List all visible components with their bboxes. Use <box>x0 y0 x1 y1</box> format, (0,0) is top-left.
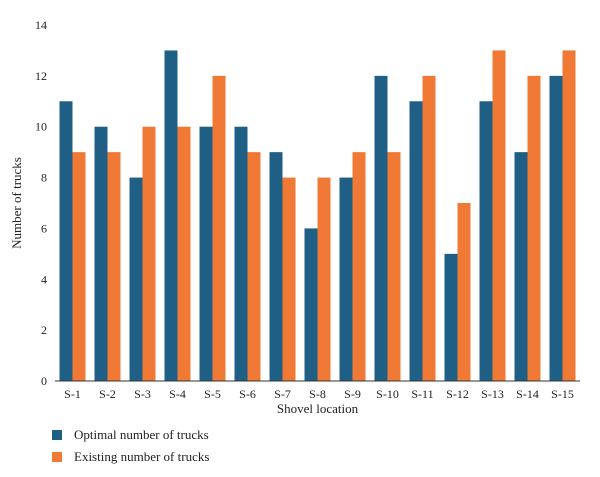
bar-optimal-S-1 <box>59 101 73 382</box>
y-axis-ticks: 0 2 4 6 8 10 12 14 <box>35 18 47 388</box>
y-tick-label: 8 <box>41 171 47 185</box>
bar-optimal-S-7 <box>269 152 283 381</box>
bar-existing-S-9 <box>352 152 366 381</box>
bar-existing-S-15 <box>562 50 576 382</box>
x-tick-label: S-8 <box>309 387 326 401</box>
x-tick-label: S-11 <box>411 387 433 401</box>
legend-item-existing: Existing number of trucks <box>52 446 209 468</box>
bar-existing-S-14 <box>527 75 541 381</box>
bar-optimal-S-9 <box>339 177 353 381</box>
x-tick-label: S-1 <box>64 387 81 401</box>
legend-label-optimal: Optimal number of trucks <box>74 427 209 442</box>
x-tick-label: S-3 <box>134 387 151 401</box>
y-tick-label: 10 <box>35 120 47 134</box>
bar-existing-S-2 <box>107 152 121 381</box>
y-tick-label: 4 <box>41 272 47 286</box>
bar-existing-S-6 <box>247 152 261 381</box>
chart-bars <box>59 50 576 382</box>
y-axis-label: Number of trucks <box>9 157 24 249</box>
bar-optimal-S-12 <box>444 253 458 381</box>
bar-optimal-S-13 <box>479 101 493 382</box>
y-tick-label: 0 <box>41 374 47 388</box>
bar-optimal-S-6 <box>234 126 248 381</box>
chart-legend: Optimal number of trucks Existing number… <box>52 424 209 468</box>
legend-label-existing: Existing number of trucks <box>74 449 210 464</box>
x-tick-label: S-15 <box>551 387 574 401</box>
bar-existing-S-7 <box>282 177 296 381</box>
x-tick-label: S-9 <box>344 387 361 401</box>
bar-existing-S-10 <box>387 152 401 381</box>
legend-swatch-optimal <box>52 430 62 440</box>
x-tick-label: S-6 <box>239 387 256 401</box>
x-tick-label: S-7 <box>274 387 291 401</box>
x-axis-label: Shovel location <box>277 401 359 416</box>
x-tick-label: S-12 <box>446 387 469 401</box>
y-tick-label: 2 <box>41 323 47 337</box>
bar-existing-S-1 <box>72 152 86 381</box>
x-tick-label: S-14 <box>516 387 539 401</box>
bar-optimal-S-5 <box>199 126 213 381</box>
bar-optimal-S-10 <box>374 75 388 381</box>
y-tick-label: 6 <box>41 221 47 235</box>
x-tick-label: S-10 <box>376 387 399 401</box>
bar-existing-S-8 <box>317 177 331 381</box>
legend-swatch-existing <box>52 452 62 462</box>
bar-existing-S-11 <box>422 75 436 381</box>
x-tick-label: S-5 <box>204 387 221 401</box>
y-tick-label: 12 <box>35 69 47 83</box>
bar-existing-S-4 <box>177 126 191 381</box>
bar-existing-S-13 <box>492 50 506 382</box>
x-axis-ticks: S-1 S-2 S-3 S-4 S-5 S-6 S-7 S-8 S-9 S-10 S-11 S-12 S… <box>64 387 574 401</box>
y-tick-label: 14 <box>35 18 47 32</box>
bar-existing-S-5 <box>212 75 226 381</box>
bar-existing-S-12 <box>457 203 471 381</box>
bar-optimal-S-3 <box>129 177 143 381</box>
x-tick-label: S-4 <box>169 387 186 401</box>
bar-optimal-S-15 <box>549 75 563 381</box>
bar-optimal-S-4 <box>164 50 178 382</box>
bar-optimal-S-11 <box>409 101 423 382</box>
bar-optimal-S-8 <box>304 228 318 381</box>
x-tick-label: S-13 <box>481 387 504 401</box>
bar-optimal-S-2 <box>94 126 108 381</box>
bar-optimal-S-14 <box>514 152 528 381</box>
legend-item-optimal: Optimal number of trucks <box>52 424 209 446</box>
bar-existing-S-3 <box>142 126 156 381</box>
x-tick-label: S-2 <box>99 387 116 401</box>
